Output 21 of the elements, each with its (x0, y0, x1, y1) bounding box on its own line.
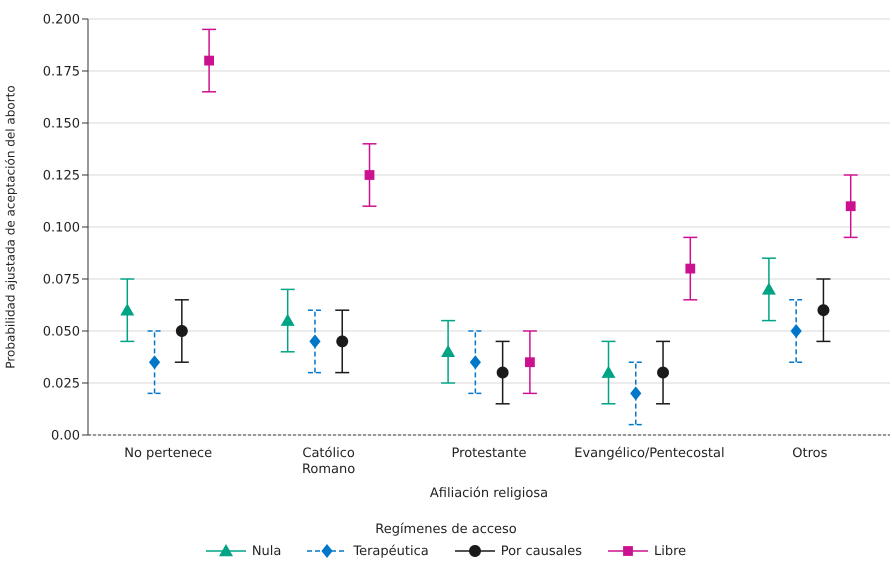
x-tick-label: Católico Romano (302, 446, 356, 477)
y-tick-label: 0.125 (42, 168, 80, 184)
x-tick-label: Otros (792, 446, 828, 461)
y-axis-title: Probabilidad ajustada de aceptación del aborto (3, 85, 18, 369)
legend-label: Por causales (500, 544, 582, 558)
y-tick-label: 0.200 (42, 12, 80, 28)
y-tick-label: 0.025 (42, 376, 80, 392)
y-tick-label: 0.175 (42, 64, 80, 80)
x-tick-label: Evangélico/Pentecostal (574, 446, 725, 461)
y-tick-label: 0.00 (51, 428, 80, 444)
legend-label: Libre (654, 544, 686, 558)
y-tick-label: 0.100 (42, 220, 80, 236)
y-tick-label: 0.150 (42, 116, 80, 132)
x-tick-label: No pertenece (124, 446, 212, 461)
legend-title: Regímenes de acceso (374, 522, 518, 537)
y-tick-label: 0.075 (42, 272, 80, 288)
x-tick-label: Protestante (452, 446, 526, 461)
legend-label: Terapéutica (353, 544, 429, 558)
x-axis-title: Afiliación religiosa (430, 486, 548, 501)
legend-label: Nula (252, 544, 282, 558)
y-tick-label: 0.050 (42, 324, 80, 340)
